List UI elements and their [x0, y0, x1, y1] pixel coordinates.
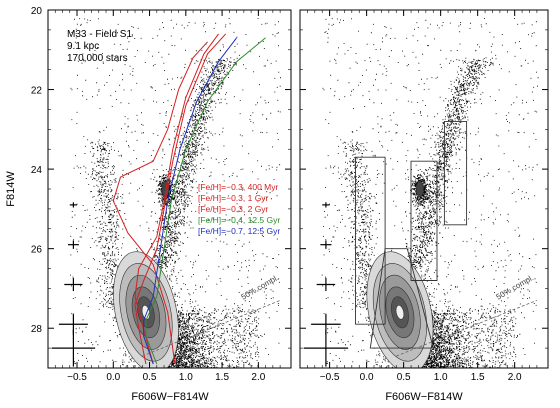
red-clump-region — [410, 160, 438, 281]
right-axis-ticks: −0.5 0.0 0.5 1.0 1.5 2.0 — [300, 9, 548, 383]
field-annotation-line-3: 170,000 stars — [67, 53, 128, 64]
y-tick-label: 28 — [31, 324, 43, 335]
rgb-selection-region — [443, 120, 468, 226]
x-tick-label: 1.5 — [215, 372, 229, 383]
right-error-bars — [303, 202, 349, 367]
left-axis-ticks: −0.5 0.0 0.5 1.0 1.5 2.0 20 22 24 26 28 — [31, 6, 291, 383]
upper-ms-region — [369, 248, 434, 349]
x-tick-label: 0.0 — [106, 372, 120, 383]
y-tick-label: 24 — [31, 165, 43, 176]
x-tick-label: 0.5 — [143, 372, 157, 383]
left-density-contours — [113, 180, 179, 368]
y-tick-label: 22 — [31, 86, 43, 97]
x-tick-label: 0.5 — [397, 372, 411, 383]
x-tick-label: 2.0 — [251, 372, 265, 383]
legend-entry-metal-poor-old: [Fe/H]=−0.7, 12.5 Gyr — [198, 226, 280, 236]
legend-entry-400myr: [Fe/H]=−0.3, 400 Myr — [198, 182, 278, 192]
legend-entry-metal-rich-old: [Fe/H]=−0.4, 12.5 Gyr — [198, 215, 280, 225]
left-x-axis-label: F606W−F814W — [131, 391, 209, 403]
completeness-50pct-line — [396, 300, 538, 357]
left-completeness-label: 50% compl. — [240, 273, 281, 302]
right-x-axis-label: F606W−F814W — [385, 391, 463, 403]
field-annotation-line-2: 9.1 kpc — [67, 41, 99, 52]
y-tick-label: 26 — [31, 245, 43, 256]
star-points — [70, 18, 281, 368]
x-tick-label: −0.5 — [320, 372, 340, 383]
legend-entry-2gyr: [Fe/H]=−0.3, 2 Gyr — [198, 204, 269, 214]
x-tick-label: 1.0 — [434, 372, 448, 383]
right-completeness-label: 50% compl. — [495, 273, 536, 302]
legend-entry-1gyr: [Fe/H]=−0.3, 1 Gyr — [198, 193, 269, 203]
right-selection-regions — [355, 120, 468, 349]
y-tick-label: 20 — [31, 6, 43, 17]
field-annotation-line-1: M33 - Field S1 — [67, 29, 132, 40]
left-isochrones — [112, 33, 266, 365]
isochrone-line-3 — [145, 37, 266, 365]
right-completeness-line — [396, 300, 538, 357]
isochrone-legend: [Fe/H]=−0.3, 400 Myr [Fe/H]=−0.3, 1 Gyr … — [198, 182, 280, 236]
x-tick-label: −0.5 — [67, 372, 87, 383]
left-star-cloud — [70, 18, 281, 368]
isochrone-line-2 — [134, 33, 227, 365]
blue-plume-region — [355, 156, 386, 325]
x-tick-label: 2.0 — [508, 372, 522, 383]
left-panel: −0.5 0.0 0.5 1.0 1.5 2.0 20 22 24 26 28 F814W F606… — [5, 6, 292, 403]
isochrone-line-4 — [143, 37, 237, 365]
isochrone-line-1 — [134, 33, 219, 365]
red-clump-contour — [415, 180, 424, 198]
isochrone-line-0 — [112, 41, 208, 365]
left-error-bars — [51, 202, 96, 367]
x-tick-label: 1.0 — [179, 372, 193, 383]
density-contour-5 — [395, 304, 405, 320]
x-tick-label: 0.0 — [360, 372, 374, 383]
x-tick-label: 1.5 — [471, 372, 485, 383]
right-panel: −0.5 0.0 0.5 1.0 1.5 2.0 F606W−F814W 50% comp… — [299, 9, 549, 403]
left-y-axis-label: F814W — [5, 171, 17, 207]
